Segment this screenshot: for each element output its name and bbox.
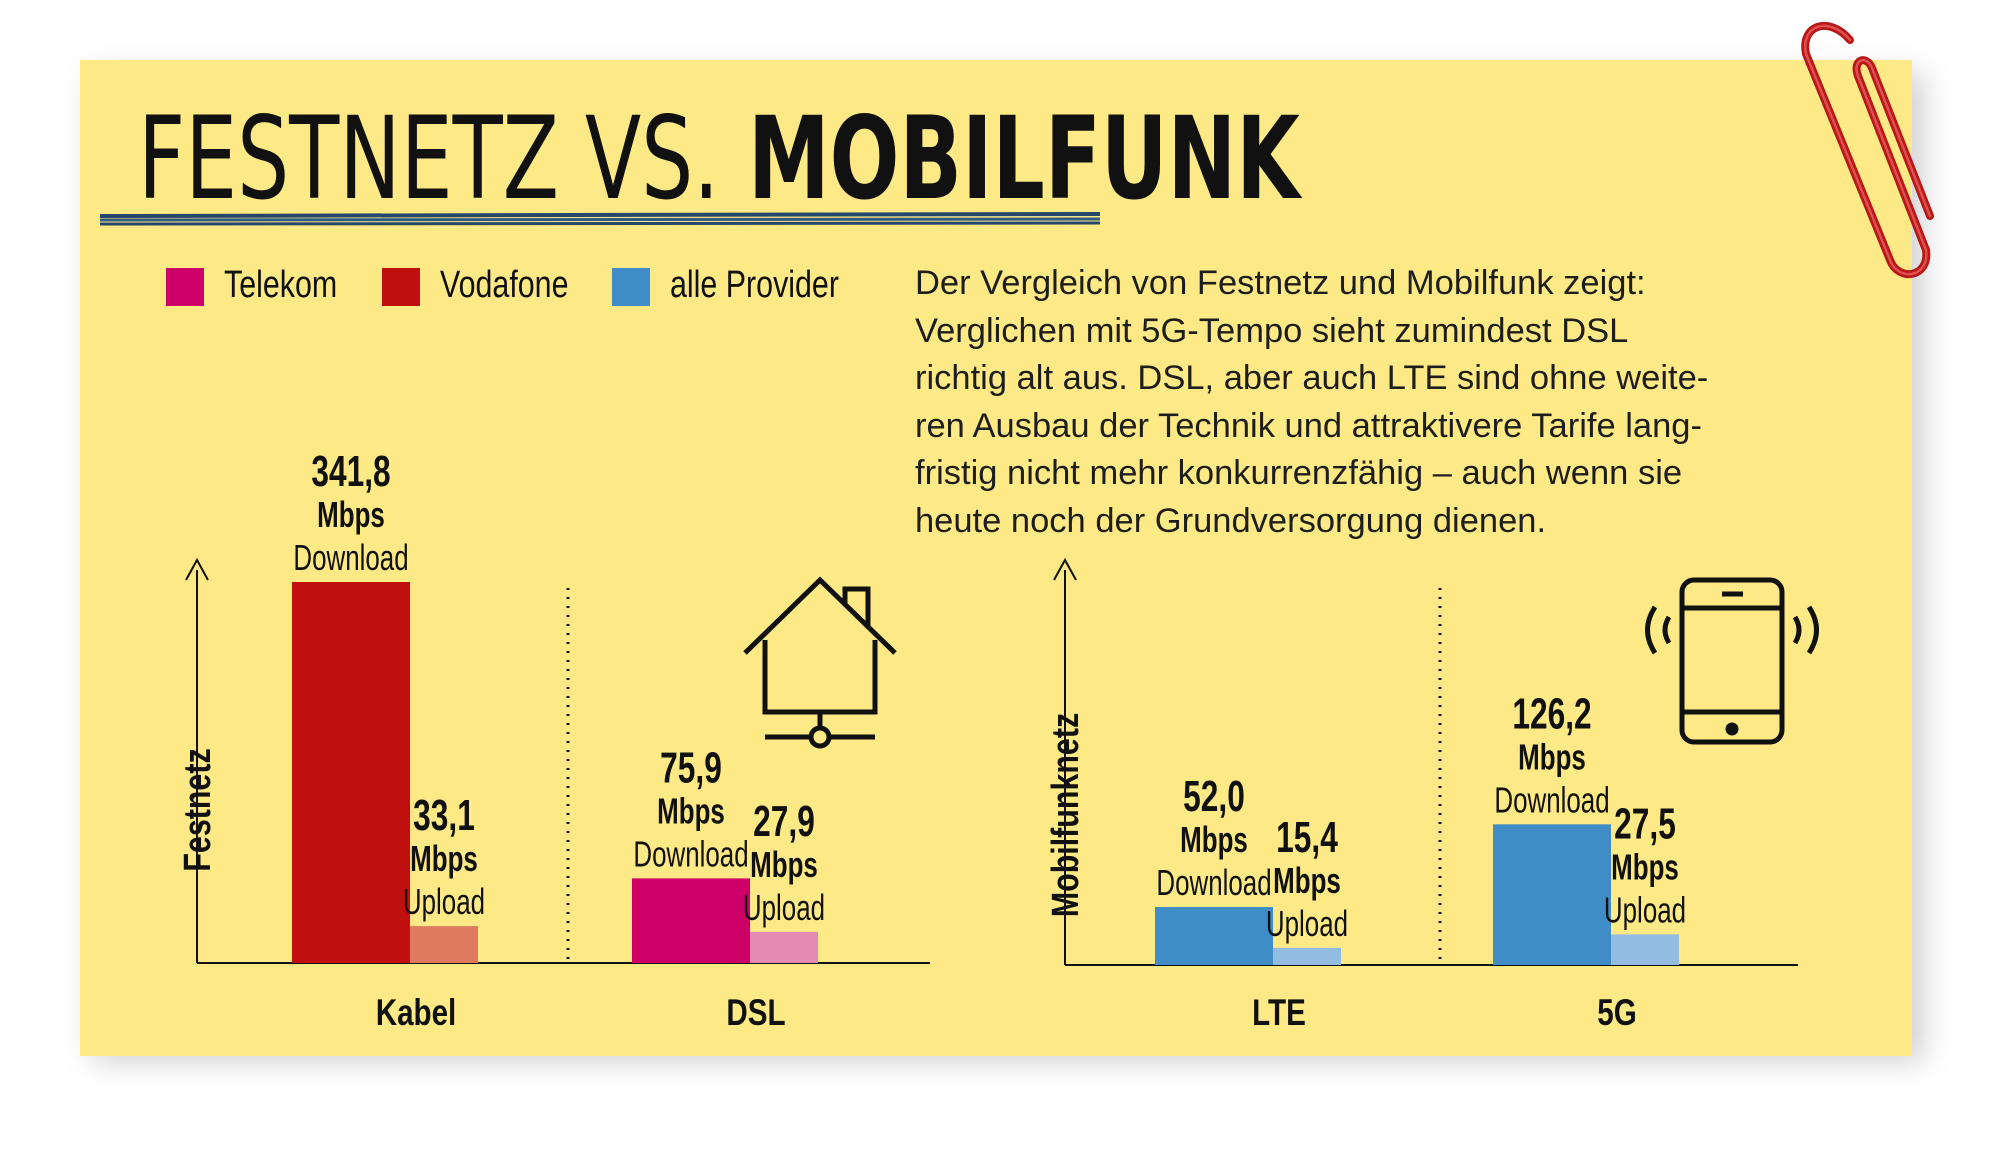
bar-dsl-upload	[750, 931, 818, 963]
data-label-unit-dsl-upload: Mbps	[750, 845, 818, 885]
data-label-value-dsl-download: 75,9	[660, 743, 722, 792]
data-label-value-dsl-upload: 27,9	[753, 797, 815, 846]
description-line: richtig alt aus. DSL, aber auch LTE sind…	[915, 359, 1709, 397]
page-title: FESTNETZ VS. MOBILFUNK	[138, 102, 1300, 216]
title-part-festnetz: FESTNETZ VS.	[138, 92, 720, 225]
smartphone-signal-icon	[1645, 577, 1819, 745]
data-label-kind-5g-upload: Upload	[1604, 890, 1686, 930]
data-label-unit-5g-upload: Mbps	[1611, 847, 1679, 887]
data-label-unit-5g-download: Mbps	[1518, 737, 1586, 777]
description-line: Der Vergleich von Festnetz und Mobilfunk…	[915, 264, 1646, 302]
data-label-unit-kabel-download: Mbps	[317, 495, 385, 535]
legend-label-vodafone: Vodafone	[440, 264, 569, 306]
legend-label-alle-provider: alle Provider	[670, 264, 839, 306]
x-tick-label-dsl: DSL	[726, 993, 785, 1034]
x-tick-label-5g: 5G	[1597, 993, 1636, 1034]
mobilfunk-y-arrow	[1053, 557, 1077, 581]
data-label-value-5g-upload: 27,5	[1614, 799, 1676, 848]
x-tick-label-kabel: Kabel	[376, 993, 457, 1034]
legend-swatch-alle-provider	[612, 268, 650, 306]
legend-swatch-telekom	[166, 268, 204, 306]
bar-kabel-upload	[410, 926, 478, 963]
bar-lte-upload	[1273, 947, 1341, 965]
description-line: Verglichen mit 5G-Tempo sieht zumindest …	[915, 311, 1629, 350]
house-network-icon	[743, 576, 897, 749]
data-label-value-kabel-download: 341,8	[311, 447, 390, 496]
data-label-unit-kabel-upload: Mbps	[410, 839, 478, 879]
title-underline	[100, 212, 1100, 226]
description-line: fristig nicht mehr konkurrenzfähig – auc…	[915, 454, 1683, 492]
description-text: Der Vergleich von Festnetz und Mobilfunk…	[915, 260, 1875, 545]
data-label-kind-kabel-download: Download	[293, 538, 408, 578]
data-label-kind-lte-download: Download	[1156, 863, 1271, 903]
data-label-unit-lte-upload: Mbps	[1273, 861, 1341, 901]
legend-swatch-vodafone	[382, 268, 420, 306]
data-label-unit-dsl-download: Mbps	[657, 791, 725, 831]
data-label-value-kabel-upload: 33,1	[413, 791, 475, 840]
bar-dsl-download	[632, 878, 750, 963]
description-line: heute noch der Grundversorgung dienen.	[915, 501, 1547, 540]
data-label-kind-dsl-upload: Upload	[743, 888, 825, 928]
data-label-kind-lte-upload: Upload	[1266, 904, 1348, 944]
data-label-value-lte-upload: 15,4	[1276, 813, 1338, 862]
legend-label-telekom: Telekom	[224, 264, 338, 306]
paperclip-icon	[1801, 21, 1934, 279]
data-label-value-5g-download: 126,2	[1512, 689, 1591, 738]
festnetz-y-arrow	[185, 557, 209, 581]
chart-bars-layer	[292, 582, 1679, 965]
description-line: ren Ausbau der Technik und attraktivere …	[915, 406, 1702, 445]
data-label-value-lte-download: 52,0	[1183, 772, 1245, 821]
data-label-unit-lte-download: Mbps	[1180, 820, 1248, 860]
bar-5g-download	[1493, 824, 1611, 965]
y-axis-label-festnetz: Festnetz	[177, 748, 219, 871]
bar-5g-upload	[1611, 934, 1679, 965]
data-label-kind-kabel-upload: Upload	[403, 882, 485, 922]
bar-lte-download	[1155, 907, 1273, 965]
data-label-kind-dsl-download: Download	[633, 834, 748, 874]
x-tick-label-lte: LTE	[1252, 993, 1306, 1034]
title-part-mobilfunk: MOBILFUNK	[747, 92, 1300, 225]
y-axis-label-mobilfunknetz: Mobilfunknetz	[1045, 713, 1087, 917]
data-label-kind-5g-download: Download	[1494, 780, 1609, 820]
bar-kabel-download	[292, 582, 410, 963]
